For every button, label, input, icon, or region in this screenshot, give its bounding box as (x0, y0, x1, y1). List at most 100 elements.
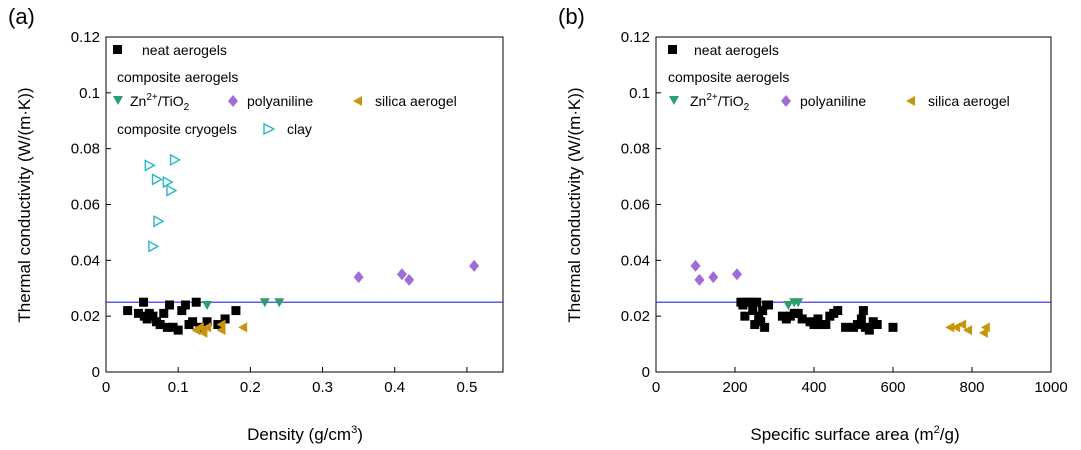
y-tick-label: 0.08 (71, 141, 100, 158)
x-axis-label: Specific surface area (m2/g) (750, 424, 959, 444)
legend-label: silica aerogel (928, 93, 1010, 109)
data-point-triangle-right-open (162, 175, 174, 189)
data-point-triangle-down (202, 301, 213, 310)
data-point-triangle-right-open (144, 159, 156, 172)
data-point-square (813, 314, 823, 324)
data-point-triangle-down (274, 298, 285, 308)
data-point-square (162, 322, 172, 332)
legend-entry-zn-tio2: Zn2+/TiO2 (669, 92, 750, 113)
y-tick-label: 0.04 (71, 252, 100, 269)
legend-entry-zn-tio2: Zn2+/TiO2 (113, 92, 190, 113)
legend-label: polyaniline (247, 93, 313, 109)
data-point-square (168, 322, 178, 332)
data-point-square (821, 320, 831, 330)
data-point-square (833, 306, 843, 316)
legend: neat aerogels composite aerogels Zn2+/Ti… (113, 42, 457, 137)
data-point-square (123, 306, 133, 316)
x-tick-label: 0 (102, 379, 110, 396)
x-tick-label: 800 (959, 379, 984, 396)
data-point-diamond (690, 259, 701, 272)
data-marks (690, 259, 990, 338)
triangle-down-marker-icon (113, 96, 123, 105)
x-tick-label: 200 (722, 379, 747, 396)
data-point-square (188, 317, 198, 327)
data-point-square (148, 311, 158, 321)
legend-label: neat aerogels (694, 42, 779, 58)
legend-label: Zn2+/TiO2 (130, 92, 190, 113)
triangle-right-open-marker-icon (263, 122, 276, 136)
y-tick-label: 0.02 (621, 308, 650, 325)
legend-entry-silica-aerogel: silica aerogel (353, 93, 457, 109)
data-point-square (758, 306, 768, 316)
y-tick-label: 0 (92, 364, 100, 381)
y-tick-label: 0.12 (621, 29, 650, 46)
data-point-square (202, 317, 212, 327)
data-point-square (858, 306, 868, 316)
data-point-triangle-left (194, 322, 204, 333)
y-axis-label: Thermal conductivity (W/(m·K)) (15, 87, 34, 322)
x-tick-label: 0.4 (384, 379, 405, 396)
legend-label: neat aerogels (142, 42, 227, 58)
data-point-triangle-left (957, 319, 967, 330)
triangle-down-marker-icon (669, 96, 679, 105)
data-point-square (155, 320, 165, 330)
data-point-square (888, 322, 898, 332)
data-point-triangle-left (238, 322, 248, 333)
data-point-square (793, 308, 803, 318)
panel-label: (a) (8, 4, 35, 29)
data-point-square (746, 297, 756, 307)
data-point-square (809, 320, 819, 330)
data-point-triangle-left (980, 322, 990, 333)
data-point-square (231, 306, 241, 316)
y-tick-label: 0.06 (621, 197, 650, 214)
data-point-square (872, 320, 882, 330)
legend-group-label: composite aerogels (668, 69, 789, 85)
chart-panel-a: (a) 0 0.1 0.2 0.3 0.4 0.5 0 0.02 0.04 0.06 0.08 0.1… (8, 4, 504, 444)
data-point-diamond (404, 273, 415, 286)
data-point-square (841, 322, 851, 332)
y-tick-label: 0 (642, 364, 650, 381)
panel-label: (b) (558, 4, 585, 29)
legend-label: silica aerogel (375, 93, 457, 109)
x-tick-label: 0.3 (312, 379, 333, 396)
square-marker-icon (668, 45, 677, 54)
data-point-square (139, 297, 149, 307)
x-tick-label: 0.2 (240, 379, 261, 396)
chart-panel-b: (b) 0 200 400 600 800 1000 0 0.02 0.04 0.06 0.08 0.… (558, 4, 1068, 444)
x-tick-label: 600 (880, 379, 905, 396)
data-point-square (864, 325, 874, 335)
triangle-left-marker-icon (906, 96, 915, 106)
legend-label: clay (287, 121, 312, 137)
data-point-square (750, 320, 760, 330)
data-point-triangle-left (216, 319, 226, 330)
data-point-diamond (708, 271, 719, 284)
data-point-triangle-right-open (169, 153, 182, 167)
legend-entry-polyaniline: polyaniline (781, 93, 866, 109)
y-tick-label: 0.1 (79, 85, 100, 102)
y-tick-label: 0.12 (71, 29, 100, 46)
legend-group-label: composite cryogels (117, 121, 237, 137)
data-point-square (756, 317, 766, 327)
y-tick-label: 0.06 (71, 197, 100, 214)
triangle-left-marker-icon (353, 96, 362, 106)
data-point-square (797, 314, 807, 324)
x-tick-label: 0.5 (456, 379, 477, 396)
data-point-square (177, 306, 187, 316)
data-point-square (752, 297, 762, 307)
data-point-triangle-right-open (166, 184, 178, 197)
data-point-square (142, 314, 152, 324)
data-point-diamond (694, 273, 705, 286)
diamond-marker-icon (228, 95, 238, 107)
legend-label: polyaniline (800, 93, 866, 109)
data-point-triangle-left (963, 325, 973, 336)
data-point-triangle-right-open (148, 240, 160, 253)
data-point-triangle-down (793, 298, 804, 308)
data-point-square (754, 311, 764, 321)
data-point-square (764, 300, 774, 310)
legend-entry-polyaniline: polyaniline (228, 93, 313, 109)
y-tick-label: 0.1 (629, 85, 650, 102)
data-point-square (159, 308, 169, 318)
data-point-square (180, 300, 190, 310)
data-point-square (856, 314, 866, 324)
